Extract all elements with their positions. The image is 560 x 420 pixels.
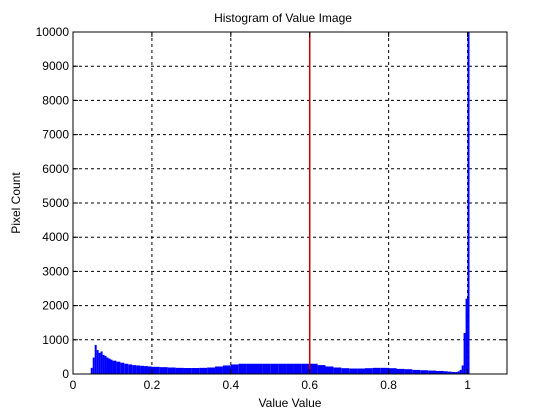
histogram-bar	[124, 363, 129, 374]
histogram-bar	[246, 363, 255, 374]
histogram-bar	[207, 367, 216, 374]
histogram-bar	[254, 363, 263, 374]
histogram-bar	[92, 357, 95, 374]
histogram-bar	[112, 360, 117, 374]
histogram-bar	[455, 371, 458, 374]
histogram-bar	[333, 367, 342, 374]
x-tick-label: 0	[70, 378, 77, 392]
histogram-bar	[199, 367, 208, 374]
histogram-bar	[457, 371, 460, 374]
histogram-bar	[183, 368, 192, 374]
x-tick-label: 0.6	[301, 378, 318, 392]
histogram-bar	[230, 364, 239, 374]
histogram-bar	[459, 369, 462, 374]
y-axis-title: Pixel Count	[9, 172, 23, 234]
x-tick-label: 0.8	[380, 378, 397, 392]
histogram-bar	[278, 363, 287, 374]
histogram-bar	[341, 368, 350, 374]
y-tick-label: 5000	[42, 196, 69, 210]
histogram-bar	[435, 370, 444, 374]
histogram-bar	[380, 367, 389, 374]
histogram-bar	[110, 359, 113, 374]
histogram-bar	[94, 344, 97, 374]
histogram-bar	[120, 362, 125, 374]
histogram-bar	[98, 352, 101, 374]
histogram-bar	[140, 365, 145, 374]
histogram-bar	[108, 358, 111, 374]
histogram-bar	[447, 371, 452, 374]
histogram-bar	[463, 332, 466, 374]
y-tick-label: 1000	[42, 333, 69, 347]
y-tick-label: 4000	[42, 230, 69, 244]
histogram-bar	[102, 354, 105, 374]
y-tick-label: 7000	[42, 128, 69, 142]
histogram-bar	[191, 368, 200, 374]
histogram-bar	[309, 363, 318, 374]
histogram-bar	[420, 370, 429, 374]
histogram-bar	[175, 367, 184, 374]
y-tick-label: 10000	[36, 25, 70, 39]
histogram-bar	[404, 369, 413, 374]
histogram-bar	[215, 366, 223, 374]
histogram-bar	[428, 370, 436, 374]
histogram-bar	[372, 367, 381, 374]
histogram-bar	[461, 365, 464, 374]
histogram-bar	[132, 365, 137, 374]
histogram-bar	[144, 366, 148, 374]
histogram-bar	[412, 369, 421, 374]
histogram-bar	[222, 365, 231, 374]
histogram-bar	[106, 357, 109, 374]
histogram-bar	[147, 366, 152, 374]
x-tick-label: 0.4	[222, 378, 239, 392]
histogram-bar	[443, 371, 448, 374]
histogram-bar	[100, 351, 103, 374]
histogram-bar	[286, 363, 294, 374]
histogram-bar	[128, 364, 133, 374]
histogram-bar	[317, 365, 326, 374]
y-tick-label: 6000	[42, 162, 69, 176]
histogram-bar	[151, 366, 160, 374]
histogram-bar	[238, 363, 247, 374]
x-tick-label: 1	[464, 378, 471, 392]
histogram-bar	[116, 361, 121, 374]
histogram-bar	[357, 368, 365, 374]
y-tick-label: 2000	[42, 299, 69, 313]
y-tick-label: 0	[62, 367, 69, 381]
y-tick-label: 3000	[42, 264, 69, 278]
x-tick-label: 0.2	[144, 378, 161, 392]
histogram-bar	[104, 355, 107, 374]
histogram-bar	[167, 367, 176, 374]
histogram-bar	[364, 368, 373, 374]
histogram-bar	[96, 350, 99, 374]
histogram-bar	[293, 363, 302, 374]
histogram-bar	[465, 298, 468, 374]
chart-title: Histogram of Value Image	[214, 11, 352, 25]
y-tick-label: 9000	[42, 59, 69, 73]
x-axis-title: Value Value	[259, 396, 322, 410]
histogram-bar	[301, 363, 310, 374]
histogram-bar	[325, 366, 334, 374]
histogram-bar	[467, 32, 470, 374]
histogram-bar	[159, 367, 168, 374]
histogram-bar	[451, 371, 456, 374]
y-tick-label: 8000	[42, 93, 69, 107]
plot-area: 0 0.2 0.4 0.6 0.8 1 0 1000 2000 3000 4000 5000 6000 7…	[36, 25, 508, 392]
histogram-bar	[349, 368, 358, 374]
histogram-bar	[136, 365, 141, 374]
histogram-bar	[90, 367, 93, 374]
histogram-bar	[396, 368, 405, 374]
histogram-bar	[262, 363, 271, 374]
histogram-bar	[388, 368, 397, 374]
histogram-bar	[270, 363, 279, 374]
